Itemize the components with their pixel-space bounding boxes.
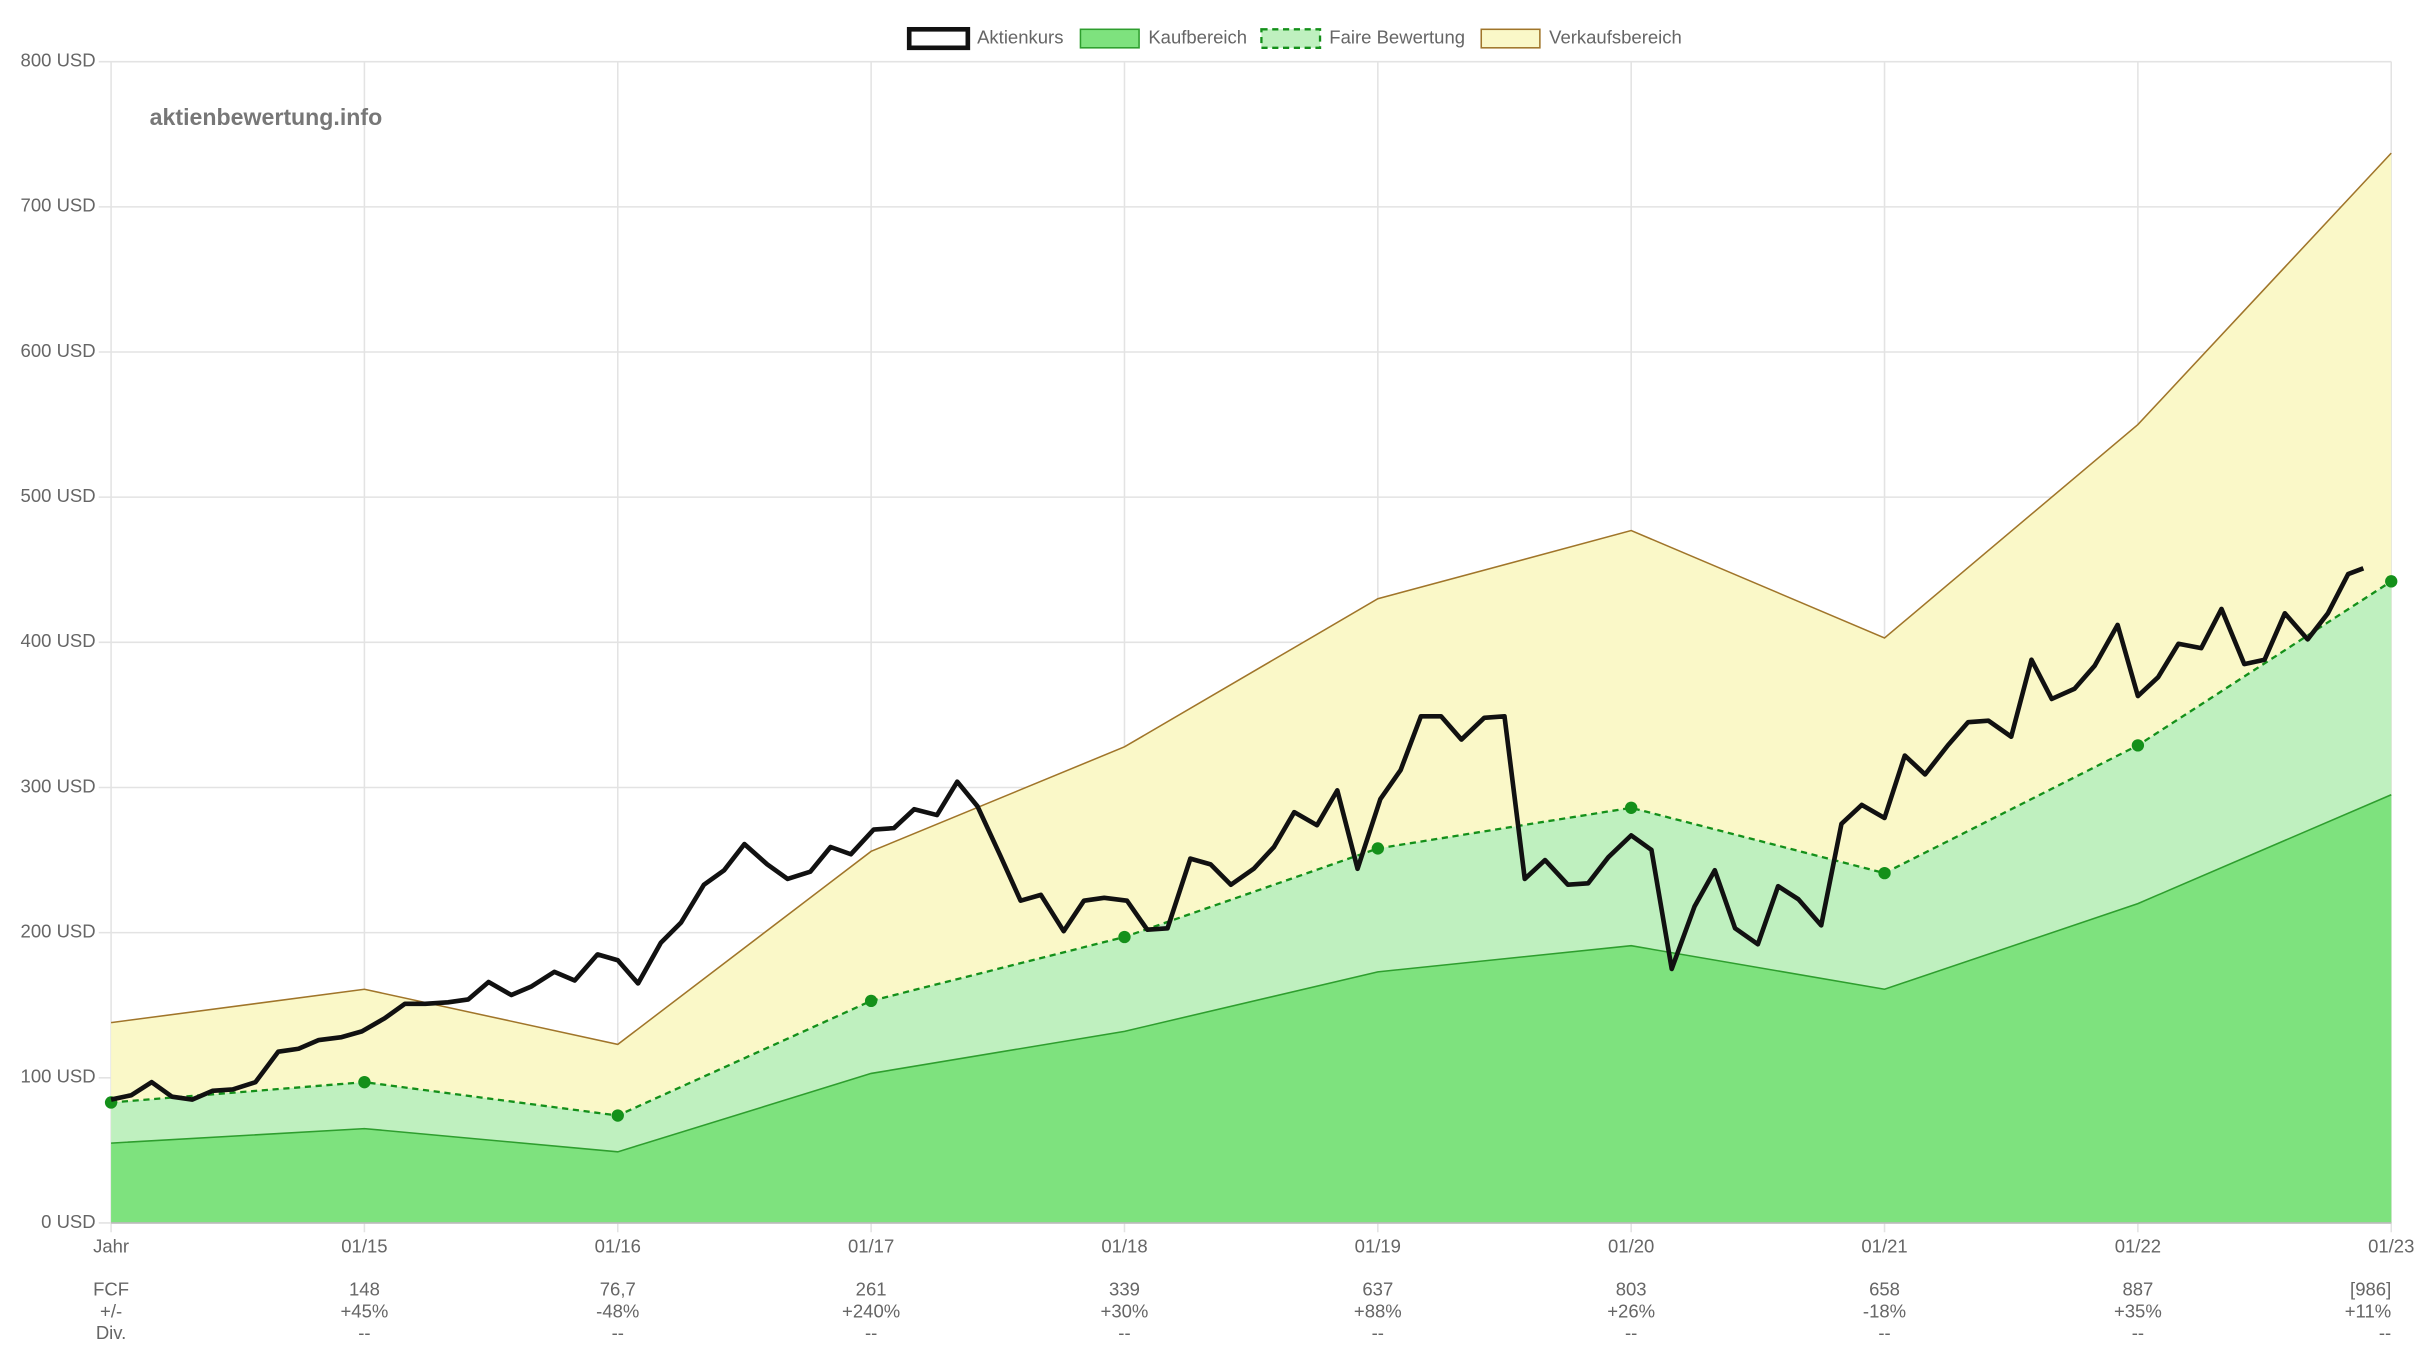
y-tick-label: 0 USD (41, 1211, 96, 1232)
legend-label[interactable]: Verkaufsbereich (1549, 26, 1682, 47)
row-cell: 658 (1869, 1279, 1900, 1300)
y-tick-label: 300 USD (21, 775, 96, 796)
legend-label[interactable]: Kaufbereich (1148, 26, 1247, 47)
row-cell: 261 (856, 1279, 887, 1300)
x-tick-label: 01/18 (1101, 1236, 1147, 1257)
fair-point (358, 1075, 371, 1089)
fair-line (110, 580, 2392, 1117)
row-cell: -48% (596, 1300, 639, 1321)
row-cell: -- (1878, 1322, 1890, 1343)
row-cell: +240% (842, 1300, 900, 1321)
x-tick-label: 01/23 (2368, 1236, 2414, 1257)
row-cell: 887 (2122, 1279, 2153, 1300)
row-cell: 637 (1362, 1279, 1393, 1300)
area-line (111, 794, 2392, 1153)
row-cell: -- (1372, 1322, 1384, 1343)
row-cell: 76,7 (600, 1279, 636, 1300)
row-cell: +88% (1354, 1300, 1402, 1321)
legend-swatch[interactable] (906, 26, 971, 51)
row-cell: +26% (1607, 1300, 1655, 1321)
row-cell: +11% (2345, 1300, 2391, 1321)
row-cell: [986] (2350, 1279, 2391, 1300)
row-cell: -- (358, 1322, 370, 1343)
fair-point (1118, 930, 1131, 944)
fair-point (1371, 842, 1384, 855)
fair-point (1625, 801, 1638, 814)
row-cell: +30% (1101, 1300, 1149, 1321)
row-label: Div. (96, 1322, 127, 1343)
x-tick-label: 01/20 (1608, 1236, 1654, 1257)
fair-point (2385, 575, 2398, 588)
row-cell: -- (865, 1322, 877, 1343)
area-line (110, 152, 2392, 1046)
legend-swatch[interactable] (1079, 28, 1140, 49)
x-tick-label: 01/15 (341, 1236, 387, 1257)
row-label: FCF (93, 1279, 129, 1300)
row-cell: -- (1625, 1322, 1637, 1343)
y-tick-label: 100 USD (21, 1066, 96, 1087)
y-tick-label: 200 USD (21, 921, 96, 942)
row-cell: +35% (2114, 1300, 2162, 1321)
price-line (110, 566, 2365, 1102)
legend-label[interactable]: Faire Bewertung (1329, 26, 1465, 47)
legend-swatch[interactable] (1260, 28, 1322, 49)
row-cell: 803 (1616, 1279, 1647, 1300)
y-tick-label: 400 USD (21, 630, 96, 651)
y-tick-label: 800 USD (21, 50, 96, 71)
row-cell: 339 (1109, 1279, 1140, 1300)
fair-point (611, 1109, 624, 1122)
fair-point (864, 994, 878, 1008)
row-cell: -- (2379, 1322, 2391, 1343)
x-tick-label: 01/21 (1861, 1236, 1907, 1257)
row-cell: -18% (1863, 1300, 1906, 1321)
y-tick-label: 500 USD (21, 485, 96, 506)
row-cell: -- (2132, 1322, 2144, 1343)
x-tick-label: 01/17 (848, 1236, 894, 1257)
legend-label[interactable]: Aktienkurs (977, 26, 1063, 47)
y-tick-label: 700 USD (21, 195, 96, 216)
area-fill (111, 794, 2392, 1223)
row-cell: 148 (349, 1279, 380, 1300)
row-cell: -- (612, 1322, 624, 1343)
row-label: +/- (100, 1300, 122, 1321)
row-cell: -- (1118, 1322, 1130, 1343)
fair-point (2131, 739, 2145, 752)
legend-swatch[interactable] (1480, 28, 1541, 49)
x-tick-label: 01/16 (595, 1236, 641, 1257)
x-tick-label: 01/19 (1355, 1236, 1401, 1257)
row-cell: +45% (341, 1300, 389, 1321)
x-tick-label: 01/22 (2115, 1236, 2161, 1257)
x-tick-label: Jahr (93, 1236, 129, 1257)
watermark: aktienbewertung.info (150, 104, 383, 130)
y-tick-label: 600 USD (21, 340, 96, 361)
fair-point (1878, 866, 1891, 880)
